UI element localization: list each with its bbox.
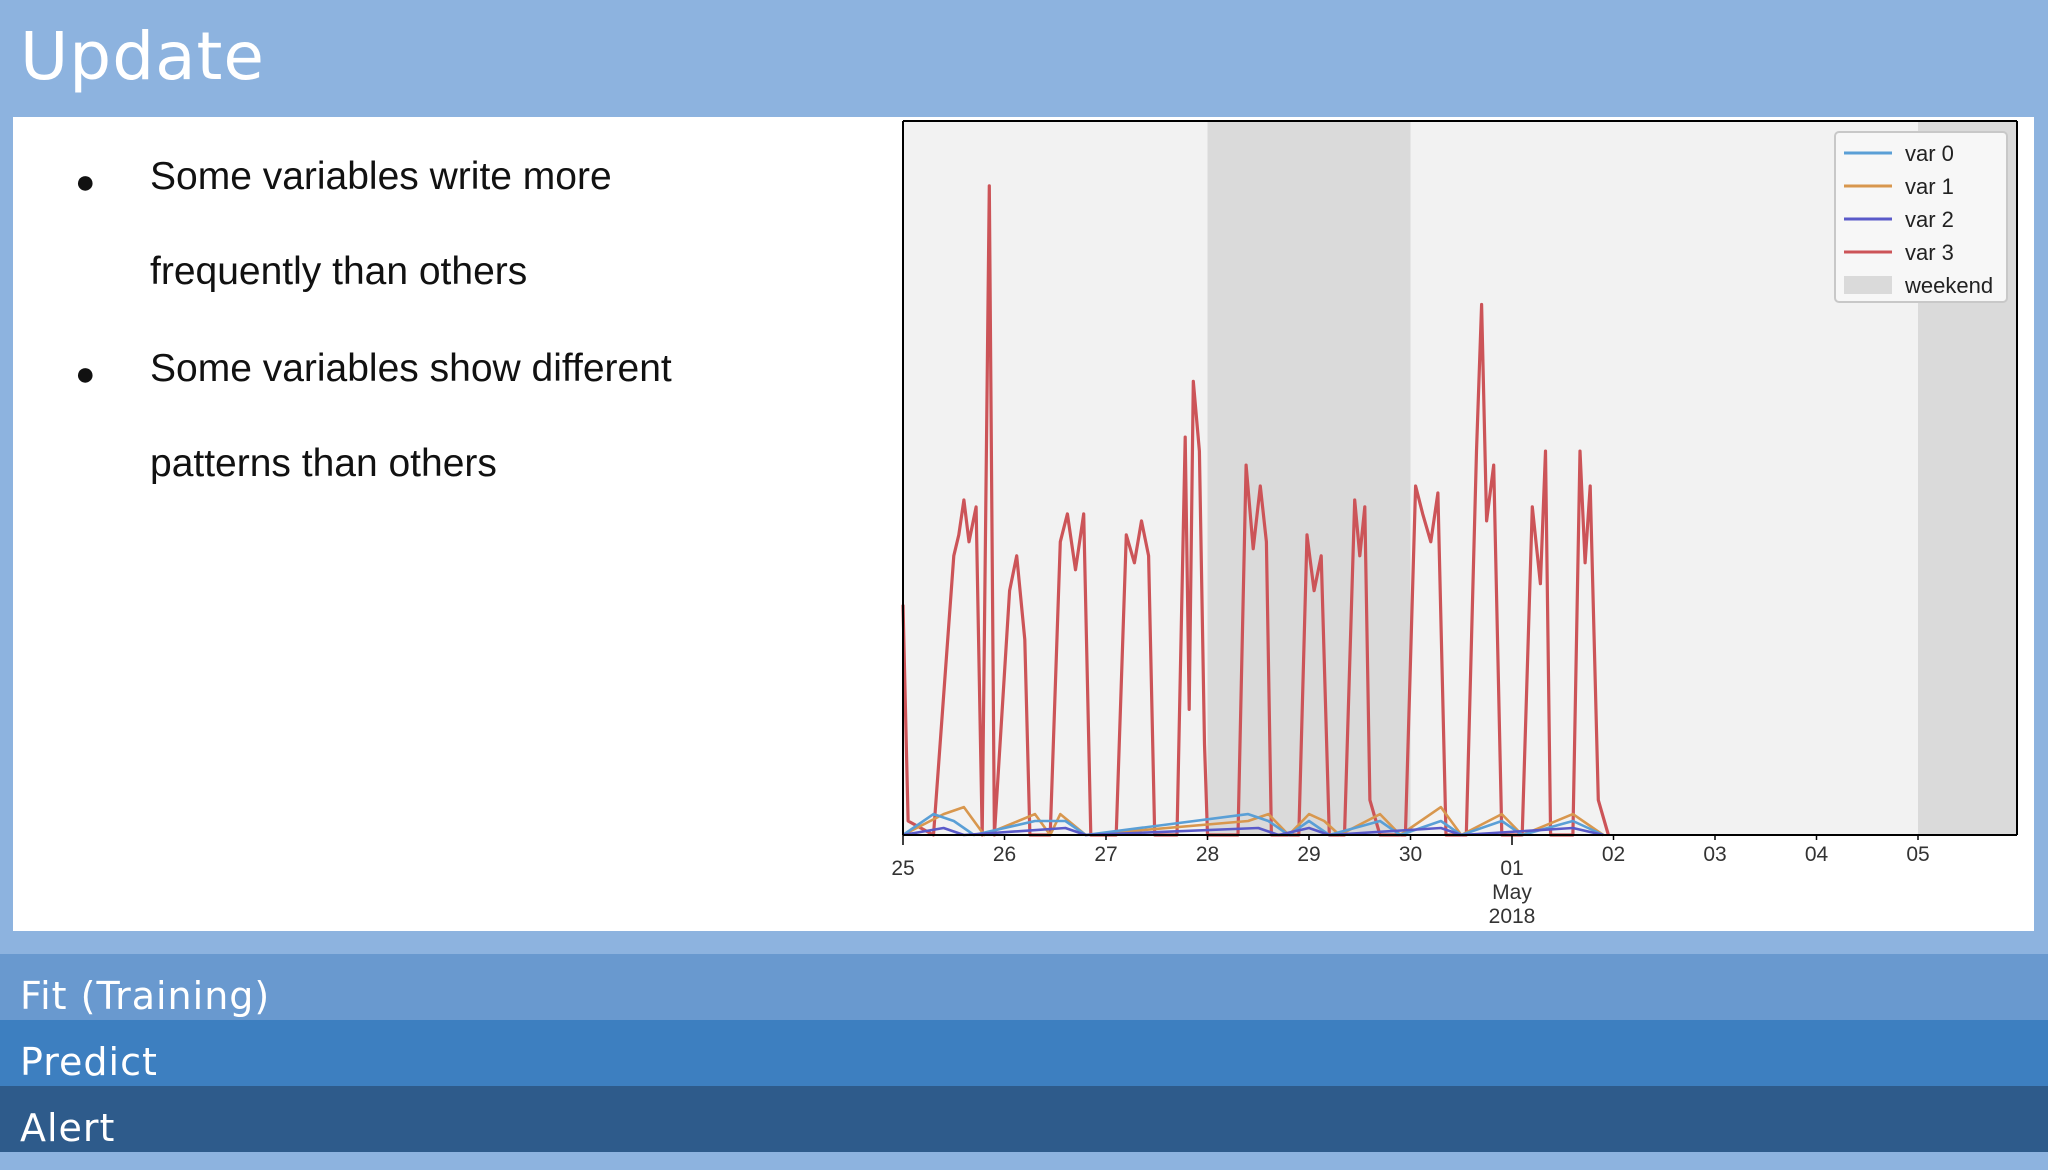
legend-label: var 3 [1905,240,1954,265]
series-line-var-1 [902,805,1605,837]
x-tick-label: 02 [1602,843,1625,866]
bullet-line: patterns than others [150,442,497,485]
x-tick-label: 04 [1805,843,1829,866]
legend-swatch [1844,276,1892,294]
x-tick-label: 01 [1500,857,1523,880]
content-panel: ● Some variables write more frequently t… [13,117,2034,931]
x-tick-label: 2018 [1489,905,1536,928]
bullet-line: Some variables write more [150,155,612,198]
bullet-line: Some variables show different [150,347,672,390]
x-tick-label: 29 [1297,843,1320,866]
x-tick-label: 28 [1196,843,1219,866]
legend-label: var 2 [1905,207,1954,232]
legend-label: weekend [1904,273,1993,298]
weekend-band [1207,121,1411,835]
bullet-point-icon: ● [75,355,96,393]
chart-legend: var 0 var 1 var 2 var 3 weekend [1834,131,2008,303]
x-tick-label: 03 [1703,843,1726,866]
bullet-list: ● Some variables write more frequently t… [13,117,873,717]
x-tick-label: 25 [891,857,914,880]
section-bar-alert: Alert [0,1086,2048,1152]
x-tick-label: May [1492,881,1532,904]
section-bar-predict: Predict [0,1020,2048,1086]
legend-label: var 1 [1905,174,1954,199]
bullet-point-icon: ● [75,163,96,201]
x-tick-label: 30 [1399,843,1422,866]
bullet-line: frequently than others [150,250,528,293]
x-tick-label: 05 [1906,843,1929,866]
legend-label: var 0 [1905,141,1954,166]
series-line-var-3 [901,184,1610,837]
x-tick-label: 27 [1094,843,1117,866]
chart-axes [902,120,2018,836]
page-title: Update [20,18,266,95]
section-bar-fit-training: Fit (Training) [0,954,2048,1020]
x-tick-label: 26 [993,843,1016,866]
legend-box [1834,131,2008,303]
